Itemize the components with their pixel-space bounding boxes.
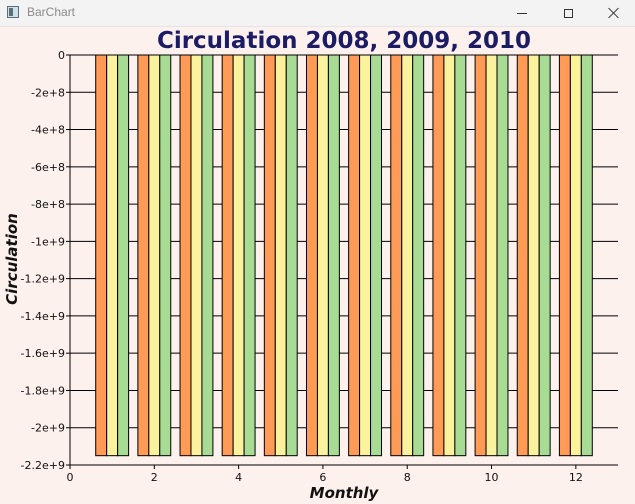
bar — [474, 54, 487, 457]
x-axis-label: Monthly — [309, 484, 379, 502]
bar — [359, 54, 372, 457]
window-title: BarChart — [27, 5, 76, 19]
y-tick-label: 0 — [58, 49, 65, 62]
app-window-icon — [7, 6, 19, 18]
x-tick-label: 0 — [67, 471, 74, 484]
bar — [263, 54, 276, 457]
bar — [370, 54, 383, 457]
y-tick-label: -8e+8 — [31, 198, 65, 211]
x-tick-label: 10 — [485, 471, 499, 484]
y-tick-label: -6e+8 — [31, 161, 65, 174]
bar — [412, 54, 425, 457]
x-tick-label: 8 — [404, 471, 411, 484]
bar — [137, 54, 150, 457]
bar — [401, 54, 414, 457]
bar — [569, 54, 582, 457]
bar — [348, 54, 361, 457]
bar — [106, 54, 119, 457]
bar — [443, 54, 456, 457]
bar — [527, 54, 540, 457]
bar — [179, 54, 192, 457]
bar — [538, 54, 551, 457]
bar — [190, 54, 203, 457]
bar — [243, 54, 256, 457]
minimize-button[interactable] — [499, 0, 545, 26]
y-tick-label: -1.4e+9 — [21, 310, 65, 323]
y-tick-label: -1.8e+9 — [21, 384, 65, 397]
x-tick-label: 2 — [151, 471, 158, 484]
y-tick-label: -1.6e+9 — [21, 347, 65, 360]
bar — [390, 54, 403, 457]
y-tick-label: -1e+9 — [31, 235, 65, 248]
bar — [274, 54, 287, 457]
bar — [232, 54, 245, 457]
bar — [201, 54, 214, 457]
bar — [285, 54, 298, 457]
bar — [454, 54, 467, 457]
maximize-icon — [563, 8, 573, 18]
minimize-icon — [517, 12, 527, 14]
title-bar: BarChart — [0, 0, 635, 27]
x-tick-label: 6 — [319, 471, 326, 484]
bar — [485, 54, 498, 457]
maximize-button[interactable] — [545, 0, 591, 26]
bar — [316, 54, 329, 457]
x-tick-label: 12 — [569, 471, 583, 484]
bar — [117, 54, 130, 457]
y-tick-label: -2e+9 — [31, 422, 65, 435]
y-tick-label: -1.2e+9 — [21, 273, 65, 286]
chart-title: Circulation 2008, 2009, 2010 — [156, 28, 532, 54]
bar — [305, 54, 318, 457]
bar — [148, 54, 161, 457]
bar — [221, 54, 234, 457]
bar — [432, 54, 445, 457]
y-tick-label: -2e+8 — [31, 86, 65, 99]
bar — [516, 54, 529, 457]
x-tick-label: 4 — [235, 471, 242, 484]
y-tick-label: -4e+8 — [31, 124, 65, 137]
bar — [580, 54, 593, 457]
bar — [558, 54, 571, 457]
bar — [159, 54, 172, 457]
bar — [496, 54, 509, 457]
y-tick-label: -2.2e+9 — [21, 459, 65, 472]
bar — [327, 54, 340, 457]
bar — [95, 54, 108, 457]
